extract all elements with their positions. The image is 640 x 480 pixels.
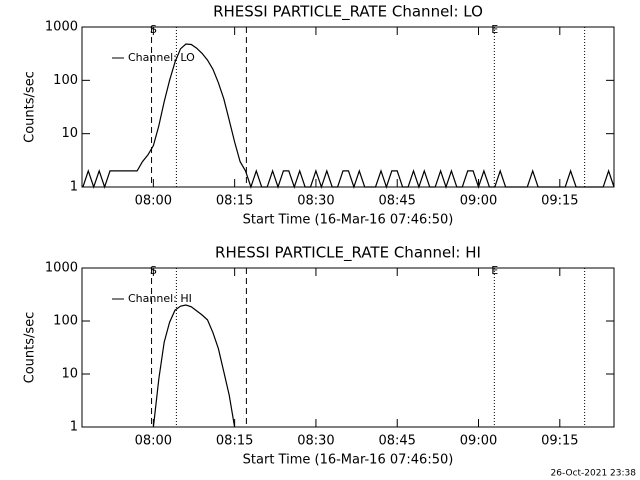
y-tick-label: 1000 — [45, 20, 78, 35]
x-tick-label: 09:00 — [460, 194, 497, 209]
annotation: E — [491, 23, 498, 36]
x-tick-label: 08:00 — [135, 194, 172, 209]
y-tick-label: 100 — [53, 314, 78, 329]
plot-frame — [81, 267, 615, 428]
x-tick-label: 09:00 — [460, 434, 497, 449]
y-axis-label: Counts/sec — [23, 312, 38, 384]
y-tick-label: 10 — [61, 367, 78, 382]
legend-label: Channel: LO — [128, 51, 195, 64]
x-tick-label: 08:45 — [378, 194, 415, 209]
x-tick-label: 09:15 — [541, 194, 578, 209]
chart-title: RHESSI PARTICLE_RATE Channel: HI — [215, 244, 481, 263]
x-tick-label: 08:45 — [378, 434, 415, 449]
footer: 26-Oct-2021 23:38 — [551, 469, 637, 479]
plot-frame — [81, 26, 615, 188]
x-tick-label: 08:15 — [216, 434, 253, 449]
x-tick-label: 08:00 — [135, 434, 172, 449]
series-line — [152, 304, 236, 428]
x-axis-label: Start Time (16-Mar-16 07:46:50) — [243, 453, 454, 468]
x-tick-label: 08:15 — [216, 194, 253, 209]
y-tick-label: 1000 — [45, 261, 78, 276]
y-tick-label: 100 — [53, 73, 78, 88]
series-line — [82, 43, 615, 189]
chart-title: RHESSI PARTICLE_RATE Channel: LO — [213, 3, 483, 22]
annotation: S — [150, 23, 157, 36]
y-tick-label: 1 — [70, 180, 78, 195]
x-tick-label: 09:15 — [541, 434, 578, 449]
y-axis-label: Counts/sec — [23, 71, 38, 143]
x-tick-label: 08:30 — [297, 194, 334, 209]
y-tick-label: 10 — [61, 126, 78, 141]
x-axis-label: Start Time (16-Mar-16 07:46:50) — [243, 213, 454, 228]
y-tick-label: 1 — [70, 420, 78, 435]
x-tick-label: 08:30 — [297, 434, 334, 449]
legend-label: Channel: HI — [128, 292, 192, 305]
annotation: E — [491, 264, 498, 277]
annotation: S — [150, 264, 157, 277]
